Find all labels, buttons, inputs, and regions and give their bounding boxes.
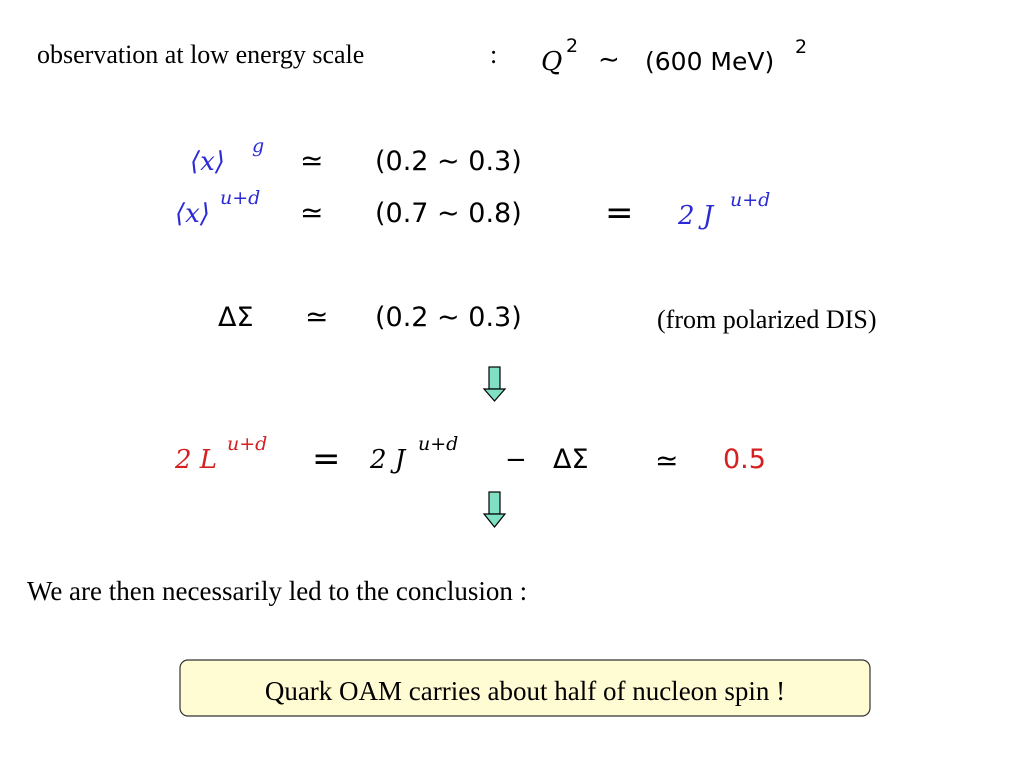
eq-equals: = bbox=[312, 439, 341, 479]
eq-lhs: ⟨x⟩ bbox=[190, 147, 225, 177]
eq-term: ΔΣ bbox=[553, 444, 589, 475]
eq-rhs: (0.7 ∼ 0.8) bbox=[375, 198, 522, 229]
eq-lhs-power: u+d bbox=[227, 433, 267, 455]
header-lhs-power: 2 bbox=[566, 35, 578, 57]
down-arrow bbox=[482, 366, 507, 402]
down-arrow bbox=[482, 491, 507, 528]
eq-term: 2 J bbox=[369, 445, 407, 475]
eq-lhs: 2 L bbox=[174, 445, 217, 475]
eq-lhs: ⟨x⟩ bbox=[175, 199, 210, 229]
eq-lhs: ΔΣ bbox=[218, 302, 254, 333]
eq-lhs-power: g bbox=[252, 135, 264, 157]
eq-equals: = bbox=[605, 193, 634, 233]
highlight-text: Quark OAM carries about half of nucleon … bbox=[265, 676, 785, 706]
eq-note: (from polarized DIS) bbox=[657, 305, 876, 334]
eq-relation: ≃ bbox=[305, 300, 328, 333]
header-colon: : bbox=[490, 40, 497, 69]
eq-relation: ≃ bbox=[655, 444, 678, 477]
header-label: observation at low energy scale bbox=[37, 40, 364, 69]
eq-result-power: u+d bbox=[730, 189, 770, 211]
eq-rhs: (0.2 ∼ 0.3) bbox=[375, 146, 522, 177]
eq-lhs-power: u+d bbox=[220, 187, 260, 209]
eq-relation: ≃ bbox=[300, 144, 323, 177]
header-relation: ∼ bbox=[598, 45, 620, 75]
eq-rhs: (0.2 ∼ 0.3) bbox=[375, 302, 522, 333]
conclusion-text: We are then necessarily led to the concl… bbox=[27, 576, 527, 606]
eq-term-power: u+d bbox=[418, 433, 458, 455]
highlight-box bbox=[179, 659, 871, 717]
eq-result: 2 J bbox=[677, 201, 715, 231]
header-lhs: Q bbox=[541, 47, 562, 77]
eq-minus: − bbox=[505, 445, 527, 475]
eq-relation: ≃ bbox=[300, 196, 323, 229]
eq-result: 0.5 bbox=[723, 444, 766, 475]
header-rhs: (600 MeV) bbox=[645, 47, 774, 76]
header-rhs-power: 2 bbox=[795, 36, 807, 58]
